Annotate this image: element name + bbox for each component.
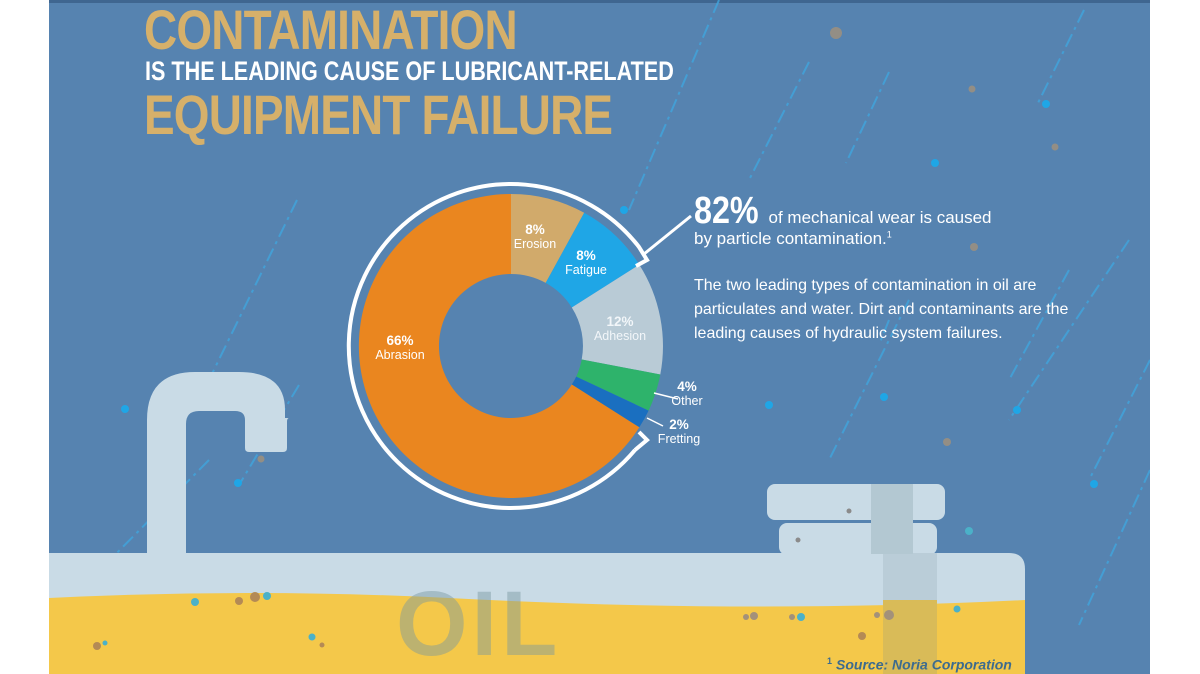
slice-fatigue [545,212,640,308]
slice-fretting [571,376,649,428]
label-erosion: 8% Erosion [513,222,557,252]
oil-tank [49,484,1025,674]
source-footnote: 1 Source: Noria Corporation [827,656,1012,673]
slice-abrasion [358,193,640,498]
label-adhesion: 12% Adhesion [593,314,647,344]
stat-text: of mechanical wear is caused [768,208,992,227]
callout-leader [643,214,692,256]
infographic-canvas: CONTAMINATION IS THE LEADING CAUSE OF LU… [49,0,1150,674]
title-line-2: IS THE LEADING CAUSE OF LUBRICANT-RELATE… [145,56,674,86]
slice-adhesion [571,264,663,375]
oil-particles [93,508,973,650]
faucet-pipe [147,372,289,553]
oil-tank-label: OIL [396,573,562,674]
top-shade [49,0,1150,3]
slice-other [576,359,661,411]
label-other: 4% Other [671,379,703,409]
label-abrasion: 66% Abrasion [375,333,425,363]
contamination-paragraph: The two leading types of contamination i… [694,277,1069,342]
label-fatigue: 8% Fatigue [565,248,607,278]
stat-text-2: by particle contamination.1 [694,229,892,248]
label-fretting: 2% Fretting [657,417,701,447]
donut-chart [346,182,692,510]
contamination-bracket [346,182,650,510]
title-line-3: EQUIPMENT FAILURE [144,83,613,146]
illustration-svg [49,0,1150,674]
slice-erosion [511,194,585,283]
title-line-1: CONTAMINATION [144,0,518,61]
stat-callout: 82% of mechanical wear is caused [694,190,992,233]
stat-value: 82% [694,190,759,232]
